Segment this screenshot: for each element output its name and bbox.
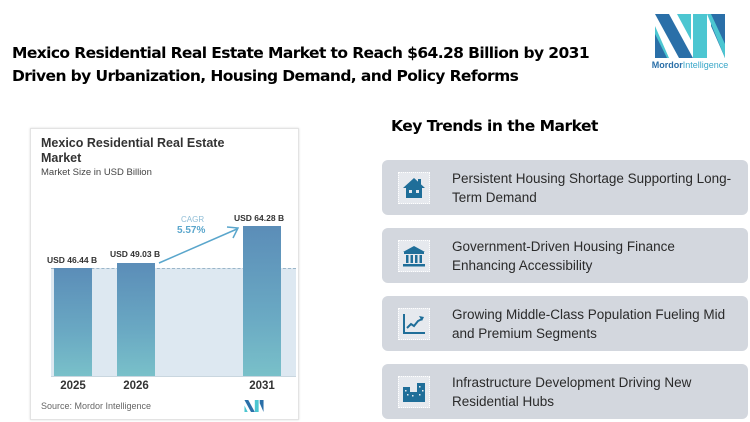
trends-title: Key Trends in the Market [391, 117, 598, 135]
cagr-arrow-icon [158, 226, 240, 264]
mini-mordor-logo-icon [244, 400, 264, 412]
bar-2031 [243, 226, 281, 376]
chart-card: Mexico Residential Real Estate Market Ma… [30, 128, 299, 420]
bar-label-2025: USD 46.44 B [47, 255, 98, 265]
cagr-value: 5.57% [177, 225, 206, 236]
growth-chart-icon [398, 308, 430, 340]
trend-card-infrastructure: Infrastructure Development Driving New R… [382, 364, 748, 419]
year-2025: 2025 [60, 380, 86, 392]
trend-text: Government-Driven Housing Finance Enhanc… [452, 239, 675, 273]
buildings-icon [398, 376, 430, 408]
year-2026: 2026 [123, 380, 149, 392]
trend-text: Infrastructure Development Driving New R… [452, 375, 692, 409]
logo-wordmark: MordorIntelligence [651, 60, 729, 70]
chart-baseline [51, 376, 296, 377]
chart-source: Source: Mordor Intelligence [41, 401, 152, 411]
trend-card-middle-class: Growing Middle-Class Population Fueling … [382, 296, 748, 351]
mordor-logo: MordorIntelligence [643, 0, 737, 88]
year-2031: 2031 [249, 380, 275, 392]
trend-text: Persistent Housing Shortage Supporting L… [452, 171, 732, 205]
page-headline: Mexico Residential Real Estate Market to… [12, 44, 590, 85]
house-icon [398, 172, 430, 204]
bank-icon [398, 240, 430, 272]
bar-2026 [117, 263, 155, 376]
bar-label-2026: USD 49.03 B [110, 249, 161, 259]
trend-text: Growing Middle-Class Population Fueling … [452, 307, 726, 341]
chart-subtitle: Market Size in USD Billion [41, 167, 152, 178]
trend-card-housing-finance: Government-Driven Housing Finance Enhanc… [382, 228, 748, 283]
reference-dashed-line [51, 268, 296, 269]
chart-title: Mexico Residential Real Estate Market [41, 136, 225, 165]
cagr-label: CAGR [181, 215, 205, 224]
bar-2025 [54, 268, 92, 376]
mordor-logo-icon [655, 14, 725, 58]
bar-label-2031: USD 64.28 B [234, 213, 285, 223]
trend-card-housing-shortage: Persistent Housing Shortage Supporting L… [382, 160, 748, 215]
